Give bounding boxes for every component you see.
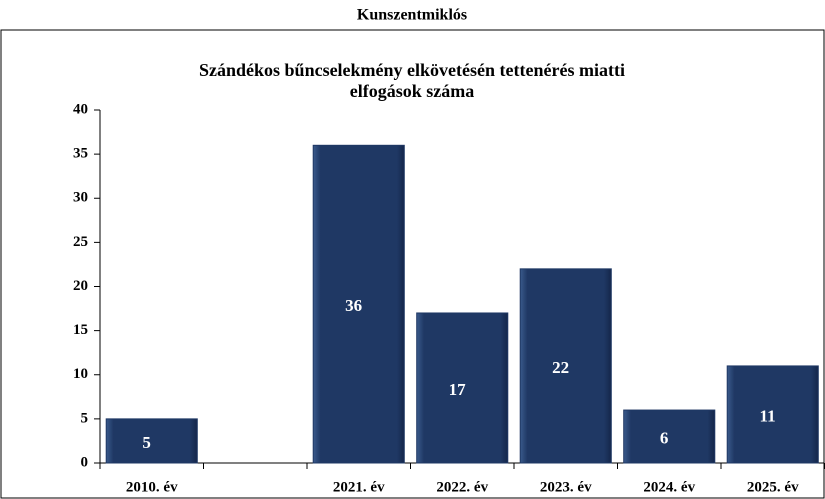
y-tick-label: 5 — [81, 410, 89, 426]
y-tick-label: 40 — [73, 101, 88, 117]
y-tick-label: 25 — [73, 234, 88, 250]
y-tick-label: 20 — [73, 278, 88, 294]
bar — [416, 312, 509, 464]
bar-value-label: 11 — [760, 406, 776, 425]
bar — [623, 409, 716, 464]
x-tick-label: 2024. év — [643, 479, 695, 495]
bar-value-label: 22 — [552, 358, 569, 377]
bar — [726, 365, 819, 464]
chart-subtitle: Szándékos bűncselekmény elkövetésén tett… — [199, 60, 625, 80]
chart-subtitle: elfogások száma — [350, 81, 475, 101]
bar-value-label: 5 — [142, 433, 151, 452]
x-tick-label: 2023. év — [540, 479, 592, 495]
x-tick-label: 2021. év — [333, 479, 385, 495]
chart-frame — [0, 29, 825, 499]
chart-title: Kunszentmiklós — [357, 7, 467, 24]
bar-value-label: 6 — [660, 428, 669, 447]
bar-value-label: 36 — [345, 296, 362, 315]
y-tick-label: 35 — [73, 146, 88, 162]
y-tick-label: 10 — [73, 366, 88, 382]
y-tick-label: 0 — [81, 454, 89, 470]
bar-value-label: 17 — [449, 380, 467, 399]
bar — [519, 268, 612, 464]
y-tick-label: 15 — [73, 322, 88, 338]
x-tick-label: 2025. év — [747, 479, 799, 495]
y-tick-label: 30 — [73, 190, 88, 206]
bar — [105, 418, 198, 464]
x-tick-label: 2022. év — [436, 479, 488, 495]
x-tick-label: 2010. év — [126, 479, 178, 495]
bar — [312, 144, 405, 464]
